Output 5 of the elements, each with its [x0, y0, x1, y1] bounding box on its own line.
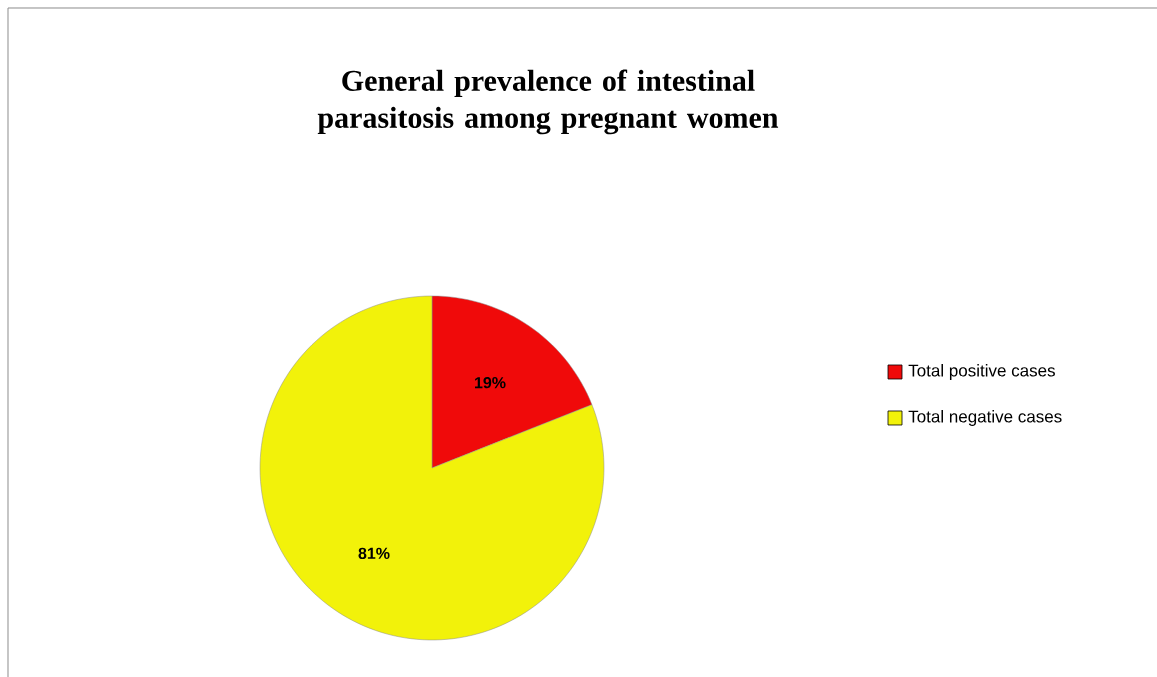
legend-label: Total positive cases — [908, 364, 1055, 380]
data-label: 19% — [475, 376, 506, 389]
chart-title: General prevalence of intestinal parasitosis among pregnant women — [317, 69, 779, 135]
data-label: 81% — [358, 547, 390, 560]
legend-label: Total negative cases — [908, 410, 1062, 426]
